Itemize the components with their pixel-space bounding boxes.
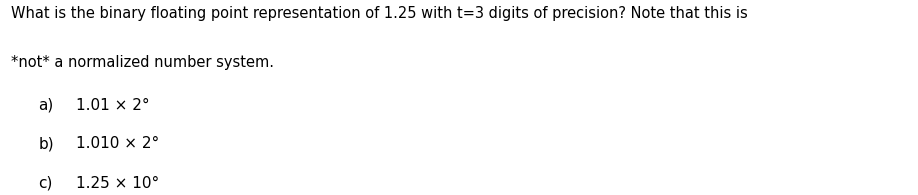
- Text: *not* a normalized number system.: *not* a normalized number system.: [11, 55, 274, 70]
- Text: 1.010 × 2°: 1.010 × 2°: [76, 136, 160, 152]
- Text: What is the binary floating point representation of 1.25 with t=3 digits of prec: What is the binary floating point repres…: [11, 6, 748, 21]
- Text: 1.25 × 10°: 1.25 × 10°: [76, 176, 160, 191]
- Text: b): b): [39, 136, 54, 152]
- Text: c): c): [39, 176, 53, 191]
- Text: a): a): [39, 98, 54, 113]
- Text: 1.01 × 2°: 1.01 × 2°: [76, 98, 150, 113]
